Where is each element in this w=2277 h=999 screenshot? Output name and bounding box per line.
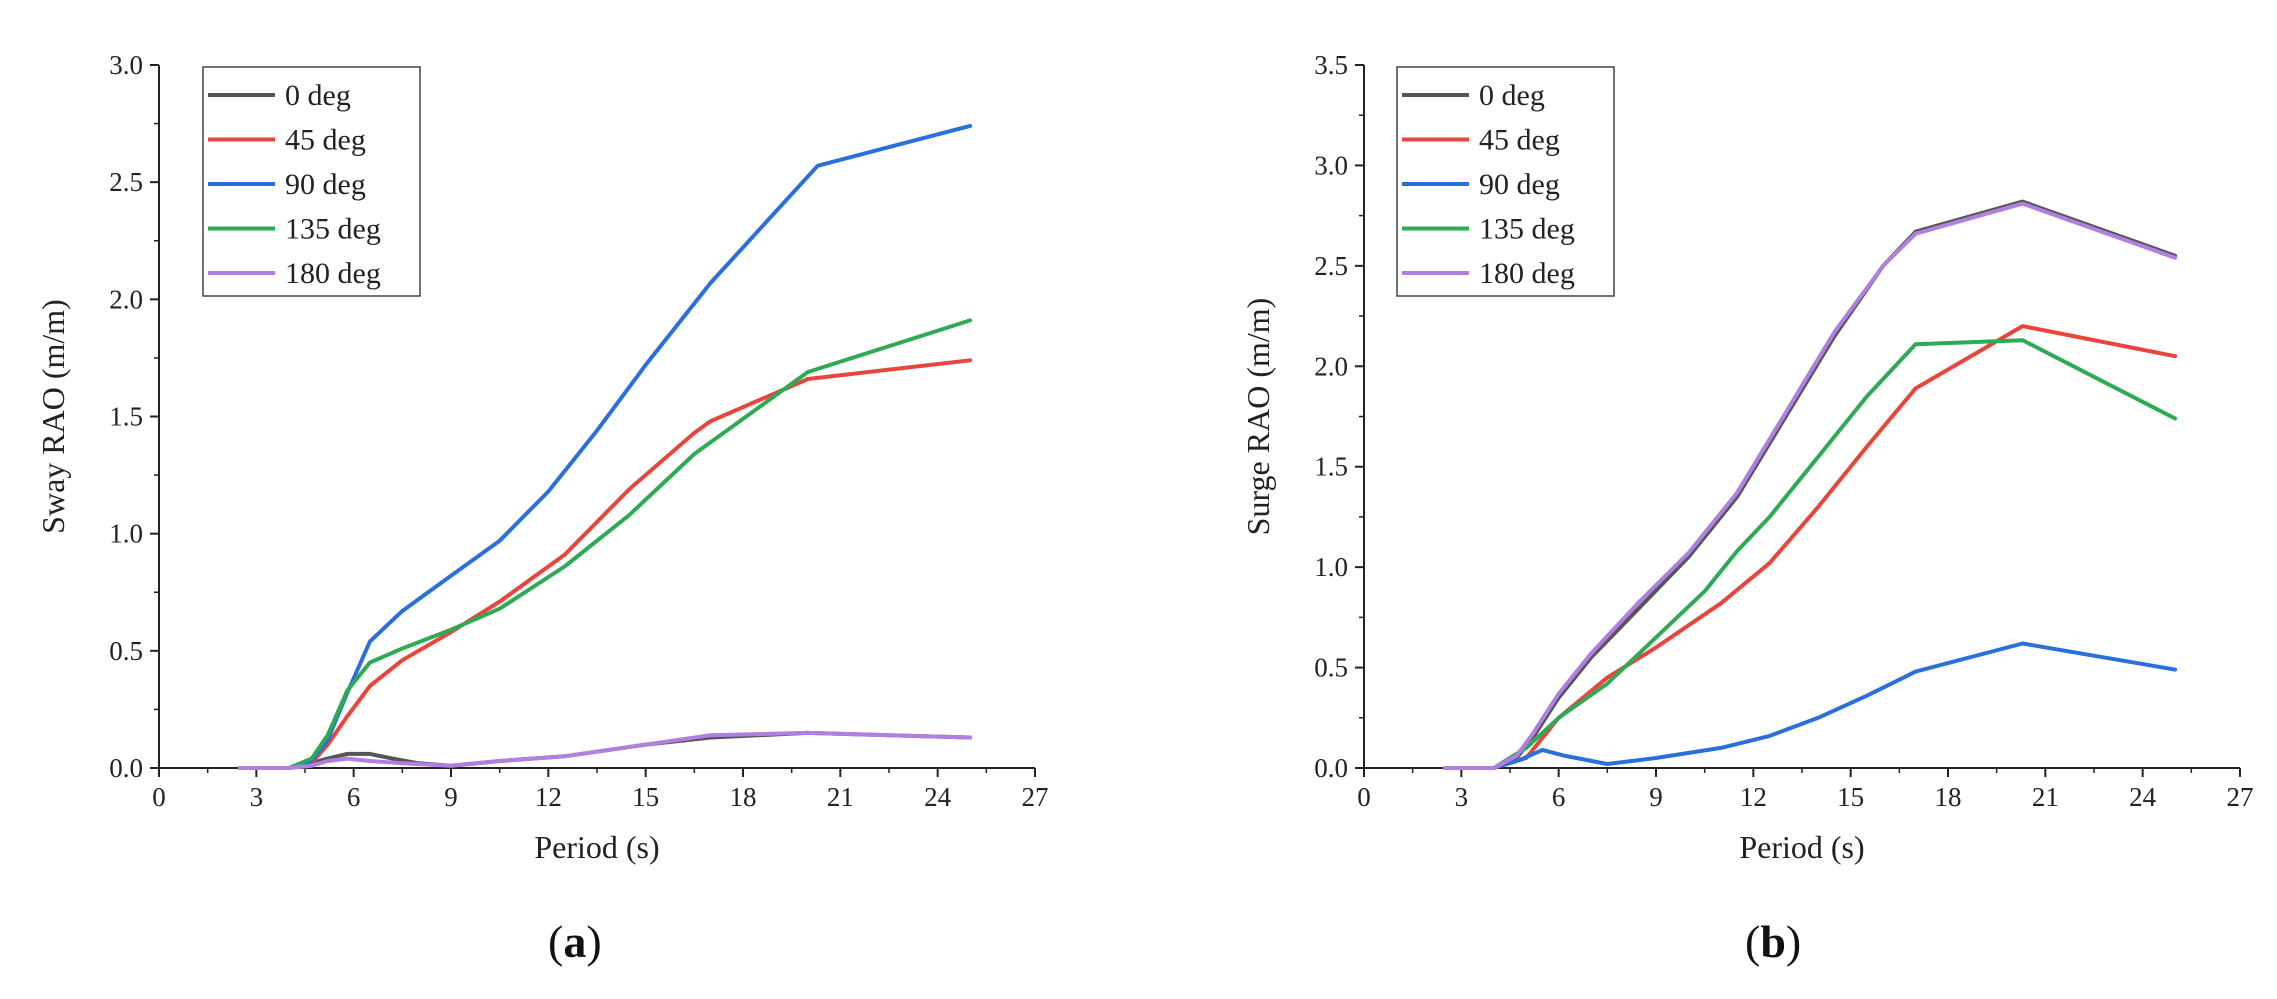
y-axis-title: Surge RAO (m/m): [1240, 298, 1276, 536]
legend-label: 135 deg: [1479, 213, 1575, 246]
y-tick-label: 3.5: [1314, 50, 1348, 80]
series-line-180-deg: [1443, 201, 2178, 770]
series-line-180-deg: [238, 730, 973, 770]
legend-label: 0 deg: [1479, 79, 1545, 112]
y-tick-label: 1.5: [109, 402, 143, 432]
x-tick-label: 12: [1740, 782, 1767, 812]
x-tick-label: 6: [1552, 782, 1566, 812]
x-tick-label: 15: [632, 782, 659, 812]
y-tick-label: 0.5: [109, 636, 143, 666]
y-tick-label: 0.5: [1314, 653, 1348, 683]
legend-label: 90 deg: [285, 168, 366, 201]
x-tick-label: 21: [827, 782, 854, 812]
legend-label: 45 deg: [285, 124, 366, 157]
x-tick-label: 12: [535, 782, 562, 812]
x-tick-label: 18: [1935, 782, 1962, 812]
legend: 0 deg 45 deg 90 deg 135 deg 180 deg: [202, 66, 421, 297]
x-tick-label: 9: [1649, 782, 1663, 812]
x-tick-label: 6: [347, 782, 361, 812]
y-tick-label: 2.0: [109, 284, 143, 314]
y-tick-label: 1.0: [1314, 552, 1348, 582]
x-tick-label: 0: [1357, 782, 1371, 812]
legend-label: 45 deg: [1479, 124, 1560, 157]
y-tick-label: 2.0: [1314, 351, 1348, 381]
legend-label: 135 deg: [285, 213, 381, 246]
y-tick-label: 2.5: [109, 167, 143, 197]
y-tick-label: 3.0: [109, 50, 143, 80]
x-tick-label: 27: [2227, 782, 2254, 812]
y-tick-label: 0.0: [109, 753, 143, 783]
legend-label: 0 deg: [285, 79, 351, 112]
legend: 0 deg 45 deg 90 deg 135 deg 180 deg: [1396, 66, 1615, 297]
legend-label: 180 deg: [285, 257, 381, 290]
y-tick-label: 1.5: [1314, 452, 1348, 482]
legend-label: 90 deg: [1479, 168, 1560, 201]
x-tick-label: 27: [1022, 782, 1049, 812]
y-tick-label: 0.0: [1314, 753, 1348, 783]
x-tick-label: 24: [2129, 782, 2157, 812]
chart-a: 0 3 6 9 12 15 18 21 24 27 0.0 0.5 1.0 1.5 2.0 2.5 3.0 Per…: [35, 50, 1049, 865]
x-tick-label: 0: [152, 782, 166, 812]
x-axis-title: Period (s): [534, 829, 659, 865]
y-tick-label: 1.0: [109, 519, 143, 549]
series-line-90-deg: [1443, 641, 2178, 770]
y-axis-title: Sway RAO (m/m): [35, 299, 71, 534]
x-tick-label: 15: [1837, 782, 1864, 812]
x-tick-label: 3: [1455, 782, 1469, 812]
x-tick-label: 18: [730, 782, 757, 812]
y-tick-label: 3.0: [1314, 150, 1348, 180]
legend-box: [202, 66, 421, 297]
series-line-135-deg: [1443, 338, 2178, 770]
x-tick-label: 3: [250, 782, 264, 812]
panel-label-b: (b): [1745, 916, 1802, 967]
x-tick-label: 21: [2032, 782, 2059, 812]
series-line-135-deg: [238, 318, 973, 770]
legend-label: 180 deg: [1479, 257, 1575, 290]
x-axis-title: Period (s): [1739, 829, 1864, 865]
x-tick-label: 9: [444, 782, 458, 812]
x-tick-label: 24: [924, 782, 952, 812]
legend-box: [1396, 66, 1615, 297]
y-tick-label: 2.5: [1314, 251, 1348, 281]
chart-b: 0 3 6 9 12 15 18 21 24 27 0.0 0.5 1.0 1.5 2.0 2.5 3.0 3.5…: [1240, 50, 2254, 865]
panel-label-a: (a): [548, 916, 602, 967]
